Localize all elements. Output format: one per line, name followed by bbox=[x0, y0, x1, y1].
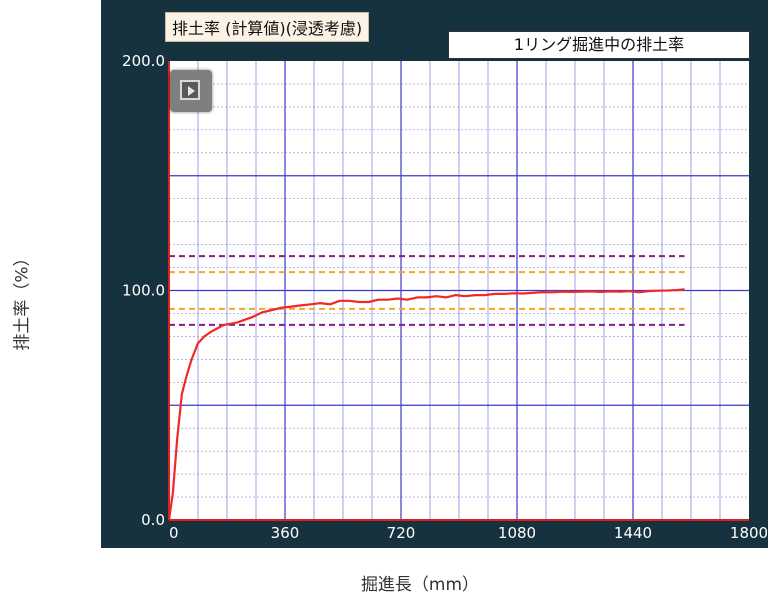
chart-title: 排土率 (計算値)(浸透考慮) bbox=[165, 12, 370, 42]
y-tick-label: 0.0 bbox=[141, 511, 165, 529]
x-tick-label: 1800 bbox=[730, 524, 768, 542]
x-axis-label: 掘進長（mm） bbox=[360, 575, 480, 595]
x-tick-label: 1080 bbox=[498, 524, 536, 542]
play-icon bbox=[180, 80, 200, 100]
series-line-0 bbox=[167, 288, 685, 521]
x-tick-label: 0 bbox=[169, 524, 179, 542]
y-axis-label: 排土率（%） bbox=[12, 249, 33, 351]
x-tick-label: 1440 bbox=[614, 524, 652, 542]
legend-label: 1リング掘進中の排土率 bbox=[448, 31, 750, 59]
x-tick-label: 720 bbox=[387, 524, 416, 542]
play-button[interactable] bbox=[170, 70, 212, 112]
y-tick-label: 100.0 bbox=[122, 282, 165, 300]
x-tick-label: 360 bbox=[271, 524, 300, 542]
y-tick-label: 200.0 bbox=[122, 52, 165, 70]
